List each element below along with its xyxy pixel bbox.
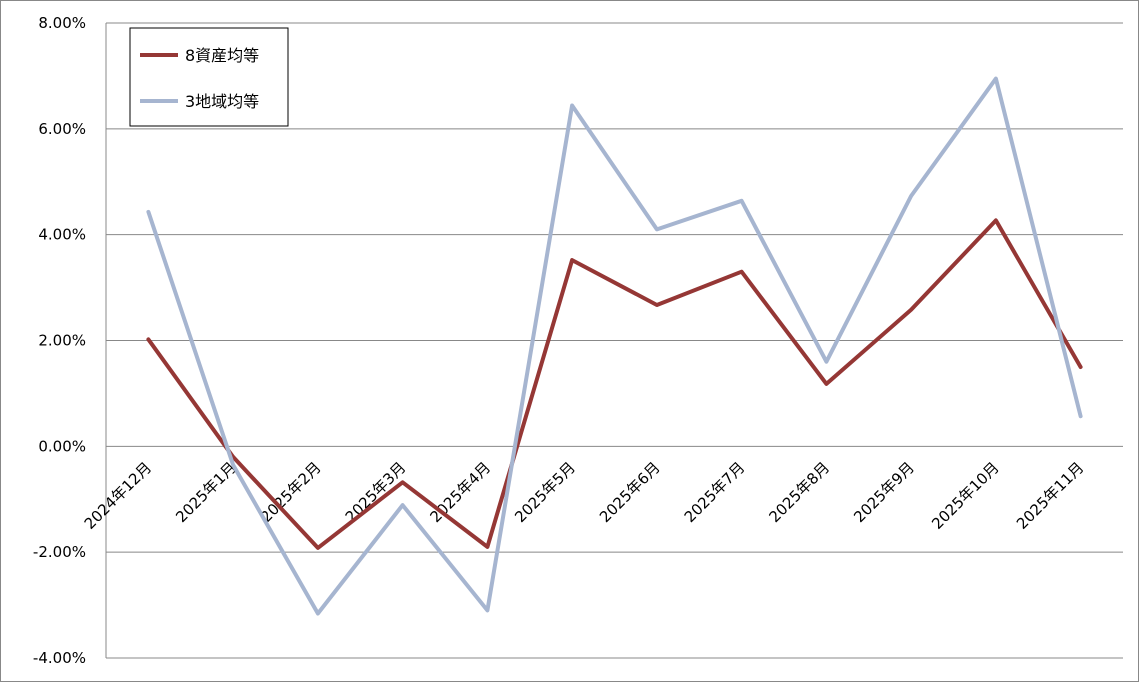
x-axis-tick-labels: 2024年12月 2025年1月 2025年2月 2025年3月 2025年4月 2025… [81,458,1088,532]
y-tick-label: 6.00% [38,120,86,138]
y-axis-tick-labels: 8.00% 6.00% 4.00% 2.00% 0.00% -2.00% -4.00% [33,14,86,667]
y-tick-label: 8.00% [38,14,86,32]
legend-label-3regions: 3地域均等 [185,92,259,111]
x-tick-label: 2025年9月 [850,458,918,526]
x-tick-label: 2025年6月 [596,458,664,526]
y-tick-label: -4.00% [33,649,86,667]
legend-box [129,27,289,127]
x-tick-label: 2025年4月 [427,458,495,526]
y-tick-label: 0.00% [38,437,86,455]
series-lines [146,76,1083,616]
y-tick-label: 2.00% [38,332,86,350]
x-tick-label: 2025年7月 [681,458,749,526]
x-tick-label: 2025年10月 [928,458,1002,532]
x-tick-label: 2025年11月 [1013,458,1087,532]
series-line-8assets [146,218,1083,550]
x-tick-label: 2025年8月 [766,458,834,526]
y-tick-label: 4.00% [38,226,86,244]
x-tick-label: 2025年1月 [172,458,240,526]
x-tick-label: 2025年3月 [342,458,410,526]
x-tick-label: 2025年5月 [511,458,579,526]
gridlines [106,22,1123,659]
legend-label-8assets: 8資産均等 [185,46,259,65]
legend: 8資産均等 3地域均等 [129,27,289,127]
x-tick-label: 2024年12月 [81,458,155,532]
series-line-3regions [146,76,1083,616]
y-tick-label: -2.00% [33,543,86,561]
